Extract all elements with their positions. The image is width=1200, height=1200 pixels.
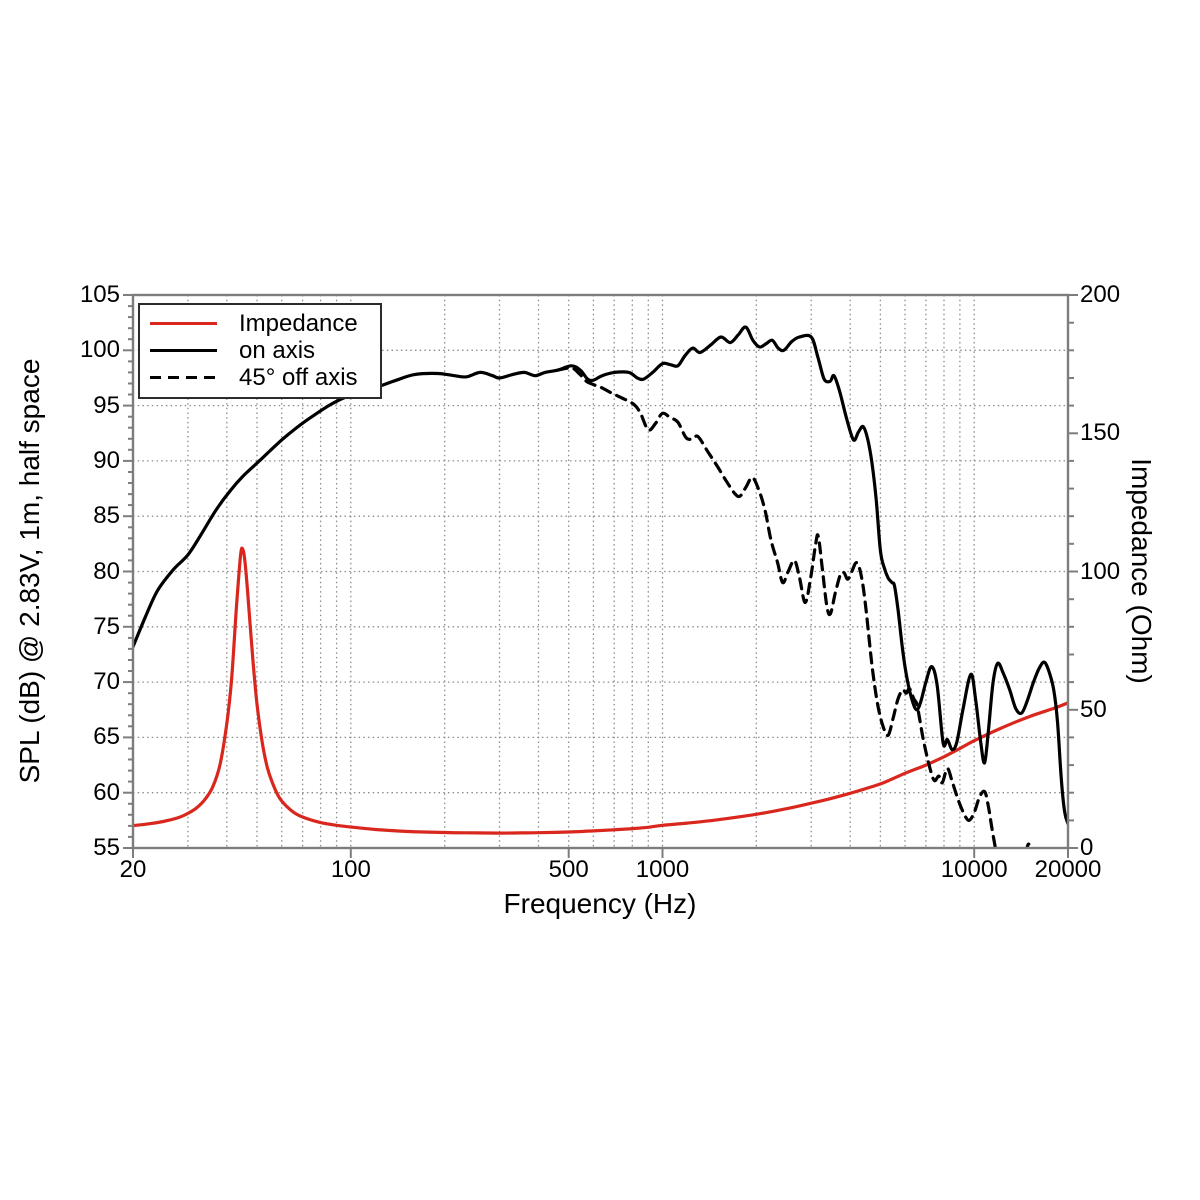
legend-entry-impedance: Impedance: [150, 310, 380, 337]
freq-tick-1000: 1000: [635, 856, 690, 883]
spl-tick-95: 95: [93, 391, 120, 419]
right-y-axis-title: Impedance (Ohm): [1126, 458, 1157, 684]
freq-tick-20000: 20000: [1034, 856, 1102, 883]
impedance-tick-50: 50: [1080, 695, 1107, 723]
legend: Impedance on axis 45° off axis: [138, 303, 382, 399]
impedance-tick-0: 0: [1080, 834, 1094, 861]
spl-tick-100: 100: [79, 336, 120, 364]
spl-tick-65: 65: [93, 723, 120, 751]
legend-entry-off-axis: 45° off axis: [150, 364, 380, 391]
legend-label: 45° off axis: [239, 363, 358, 391]
curve-impedance: [132, 546, 1069, 835]
legend-label: Impedance: [239, 309, 358, 337]
legend-entry-on-axis: on axis: [150, 337, 380, 364]
freq-tick-100: 100: [330, 856, 371, 883]
spl-tick-75: 75: [93, 612, 120, 640]
freq-tick-500: 500: [548, 856, 589, 883]
x-axis-title: Frequency (Hz): [503, 888, 697, 919]
left-y-axis-title: SPL (dB) @ 2.83V, 1m, half space: [14, 358, 45, 784]
on-axis-line-sample: [150, 349, 217, 352]
off-axis-line-sample: [150, 376, 217, 379]
impedance-tick-200: 200: [1080, 281, 1121, 308]
impedance-tick-150: 150: [1080, 419, 1121, 447]
spl-tick-80: 80: [93, 557, 120, 585]
spl-tick-55: 55: [93, 834, 120, 861]
spl-tick-90: 90: [93, 446, 120, 474]
curve-45-off-axis: [555, 366, 1033, 849]
impedance-tick-100: 100: [1080, 557, 1121, 585]
impedance-line-sample: [150, 322, 217, 325]
freq-tick-20: 20: [119, 856, 147, 883]
freq-tick-10000: 10000: [940, 856, 1008, 883]
spl-tick-105: 105: [79, 281, 120, 308]
legend-label: on axis: [239, 336, 316, 364]
spl-tick-60: 60: [93, 778, 120, 806]
spl-tick-85: 85: [93, 502, 120, 530]
spl-tick-70: 70: [93, 668, 120, 696]
curve-on-axis: [132, 325, 1069, 826]
